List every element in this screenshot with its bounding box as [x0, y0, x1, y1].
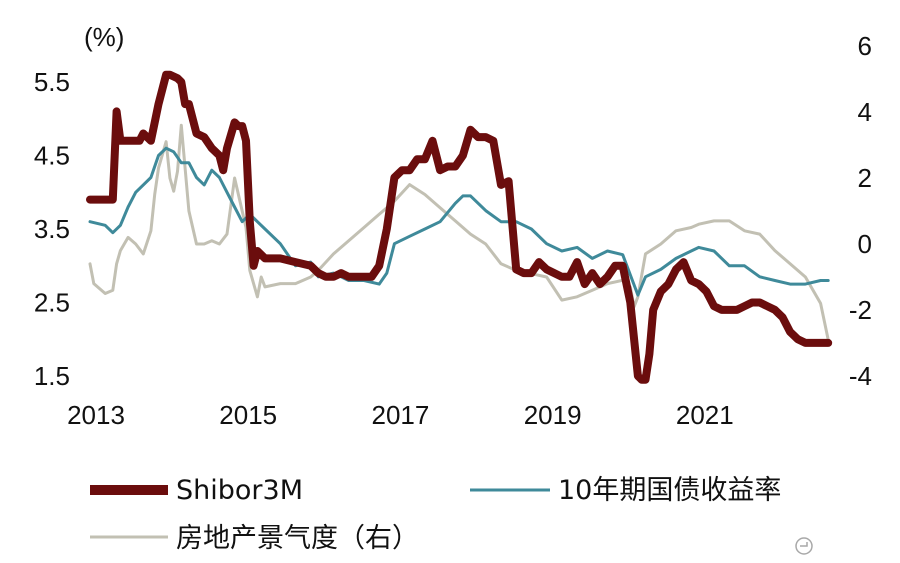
- legend-label-shibor3m: Shibor3M: [176, 475, 303, 506]
- series-line-1: [88, 146, 830, 297]
- x-tick-label: 2021: [676, 400, 734, 430]
- x-tick-label: 2015: [219, 400, 277, 430]
- right-tick-label: 4: [858, 97, 872, 127]
- right-tick-label: -4: [849, 361, 872, 391]
- legend-label-real-estate-index: 房地产景气度（右）: [176, 523, 419, 554]
- series-lines: [86, 70, 833, 384]
- left-tick-label: 4.5: [34, 141, 70, 171]
- right-tick-label: 2: [858, 163, 872, 193]
- x-tick-label: 2017: [371, 400, 429, 430]
- right-axis-ticks: -4 -2 0 2 4 6: [849, 31, 872, 391]
- legend-label-10y-treasury: 10年期国债收益率: [558, 475, 781, 506]
- x-tick-label: 2019: [524, 400, 582, 430]
- series-line-0: [86, 70, 833, 384]
- left-tick-label: 3.5: [34, 214, 70, 244]
- left-axis-ticks: 1.5 2.5 3.5 4.5 5.5: [34, 67, 70, 391]
- x-axis-ticks: 2013 2015 2017 2019 2021: [67, 400, 734, 430]
- right-tick-label: 6: [858, 31, 872, 61]
- left-axis-unit-label: (%): [84, 22, 124, 52]
- watermark: [795, 537, 813, 555]
- x-tick-label: 2013: [67, 400, 125, 430]
- left-tick-label: 5.5: [34, 67, 70, 97]
- right-tick-label: 0: [858, 229, 872, 259]
- watermark-logo-icon: [795, 537, 813, 555]
- right-tick-label: -2: [849, 295, 872, 325]
- series-line-2: [88, 123, 830, 342]
- left-tick-label: 2.5: [34, 288, 70, 318]
- legend: Shibor3M 10年期国债收益率 房地产景气度（右）: [90, 475, 781, 554]
- left-tick-label: 1.5: [34, 361, 70, 391]
